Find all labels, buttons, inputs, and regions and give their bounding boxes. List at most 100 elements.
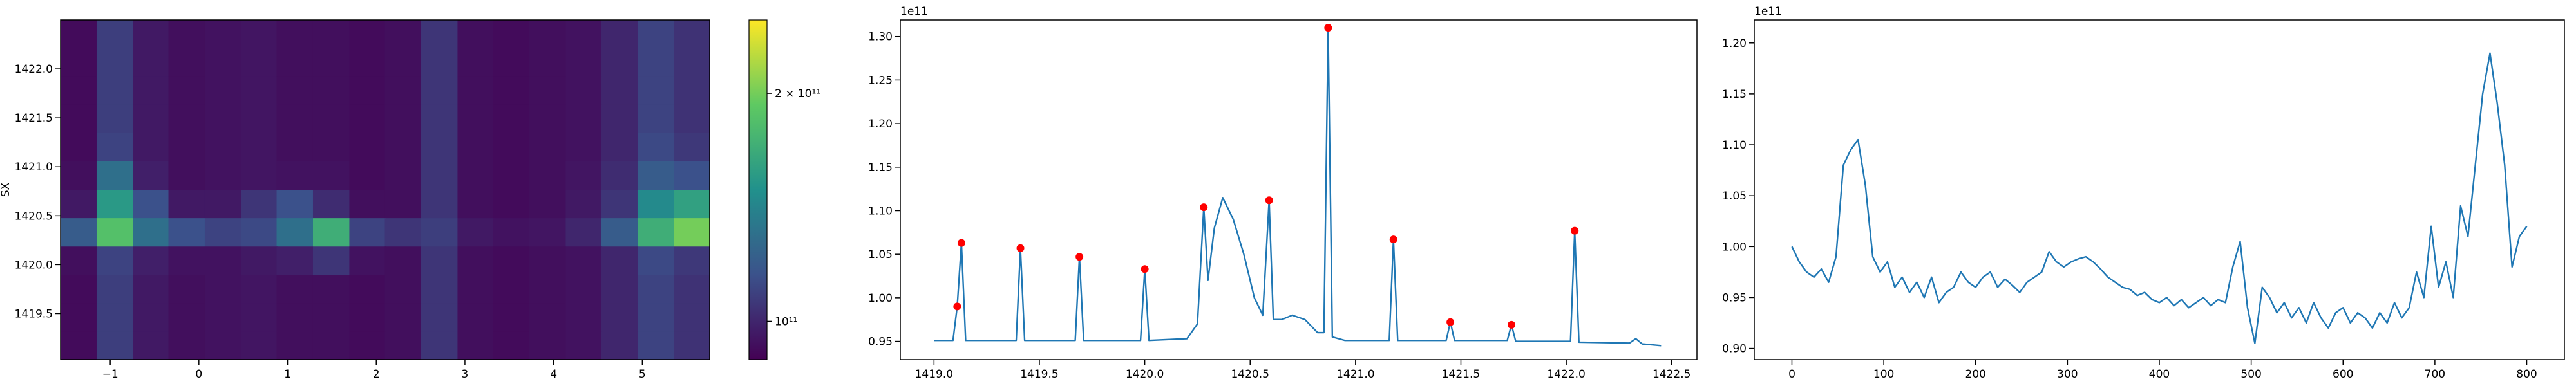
x-tick-label: 400: [2149, 368, 2170, 381]
heatmap-cell: [241, 275, 278, 304]
heatmap-cell: [168, 161, 205, 190]
heatmap-cell: [637, 303, 674, 333]
heatmap-cell: [565, 48, 603, 77]
heatmap-cell: [241, 76, 278, 106]
heatmap-cell: [601, 218, 638, 247]
heatmap-cell: [168, 104, 205, 134]
heatmap-cell: [312, 218, 350, 247]
heatmap-cell: [204, 331, 242, 360]
heatmap-cell: [349, 48, 386, 77]
colorbar: [748, 19, 768, 360]
heatmap-cell: [674, 246, 710, 275]
heatmap-cell: [384, 246, 422, 275]
heatmap-cell: [61, 20, 97, 48]
heatmap-cell: [133, 48, 170, 77]
line: [934, 26, 1662, 347]
heatmap-cell: [421, 20, 458, 48]
heatmap-cell: [565, 275, 603, 304]
y-tick-label: 0.95: [1722, 291, 1747, 304]
heatmap-cell: [61, 190, 97, 219]
heatmap-cell: [349, 246, 386, 275]
heatmap-cell: [457, 218, 495, 247]
heatmap-cell: [384, 48, 422, 77]
heatmap-cell: [637, 331, 674, 360]
heatmap-cell: [674, 48, 710, 77]
marker: [1265, 196, 1273, 205]
heatmap-cell: [565, 104, 603, 134]
heatmap-cell: [204, 190, 242, 219]
heatmap-cell: [96, 275, 133, 304]
y-tick-label: 1.10: [1722, 139, 1747, 152]
heatmap-cell: [61, 76, 97, 106]
heatmap-cell: [204, 246, 242, 275]
heatmap-cell: [637, 20, 674, 48]
y-tick-label: 1.05: [1722, 190, 1747, 203]
colorbar-tick-label: 2 × 10¹¹: [775, 87, 820, 100]
heatmap-cell: [133, 104, 170, 134]
heatmap-cell: [529, 218, 566, 247]
axes-frame: [900, 19, 1698, 360]
heatmap-cell: [312, 20, 350, 48]
heatmap-cell: [96, 303, 133, 333]
heatmap-cell: [601, 76, 638, 106]
heatmap-cell: [457, 20, 495, 48]
y-tick-label: 1.00: [1722, 241, 1747, 253]
x-tick-label: 300: [2057, 368, 2078, 381]
heatmap-cell: [637, 218, 674, 247]
heatmap-cell: [61, 161, 97, 190]
heatmap-cell: [61, 246, 97, 275]
heatmap-cell: [493, 275, 530, 304]
heatmap-cell: [674, 303, 710, 333]
heatmap-cell: [457, 161, 495, 190]
heatmap-cell: [349, 190, 386, 219]
heatmap-cell: [565, 246, 603, 275]
x-tick-label: 100: [1873, 368, 1894, 381]
marker: [1016, 244, 1025, 252]
heatmap-cell: [312, 275, 350, 304]
heatmap-cell: [312, 48, 350, 77]
line: [1791, 52, 2528, 344]
marker: [1075, 253, 1084, 261]
marker: [1446, 318, 1455, 326]
y-tick-label: 1.05: [868, 248, 893, 261]
y-tick-label: 1420.0: [15, 259, 53, 271]
x-tick-label: 1419.5: [1020, 368, 1058, 381]
heatmap-cell: [349, 218, 386, 247]
heatmap-cell: [674, 275, 710, 304]
y-tick-label: 1.25: [868, 74, 893, 87]
heatmap-cell: [637, 104, 674, 134]
heatmap-cell: [312, 303, 350, 333]
heatmap-cell: [384, 275, 422, 304]
heatmap-cell: [168, 48, 205, 77]
marker: [1324, 24, 1332, 32]
heatmap-cell: [637, 275, 674, 304]
y-offset-label: 1e11: [900, 5, 928, 18]
heatmap-cell: [168, 246, 205, 275]
x-tick-label: 4: [550, 368, 557, 381]
heatmap-cell: [421, 104, 458, 134]
heatmap-cell: [637, 133, 674, 162]
heatmap-cell: [241, 104, 278, 134]
heatmap-cell: [529, 20, 566, 48]
heatmap-cell: [133, 331, 170, 360]
heatmap-cell: [601, 246, 638, 275]
axes-frame: [1754, 19, 2565, 360]
heatmap-cell: [61, 218, 97, 247]
heatmap-cell: [493, 104, 530, 134]
heatmap-cell: [133, 76, 170, 106]
x-tick-label: 1419.0: [915, 368, 953, 381]
y-tick-label: 1422.0: [15, 63, 53, 76]
heatmap-cell: [601, 20, 638, 48]
x-tick-label: 5: [639, 368, 646, 381]
heatmap-cell: [276, 20, 314, 48]
heatmap-cell: [637, 190, 674, 219]
y-tick-label: 1.20: [868, 118, 893, 131]
heatmap-cell: [601, 190, 638, 219]
heatmap-cell: [529, 275, 566, 304]
heatmap-cell: [421, 190, 458, 219]
heatmap-cell: [96, 48, 133, 77]
heatmap-cell: [133, 275, 170, 304]
heatmap-cell: [61, 275, 97, 304]
heatmap-cell: [384, 104, 422, 134]
